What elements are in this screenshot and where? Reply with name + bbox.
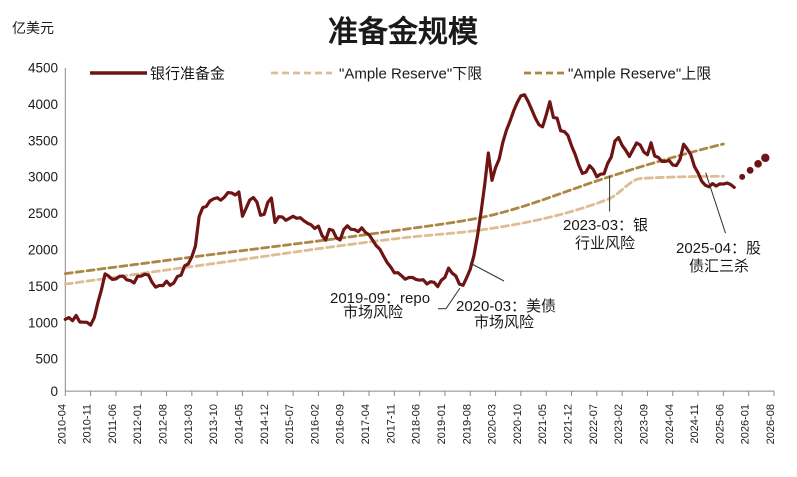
svg-text:2010-04: 2010-04 [56, 404, 68, 444]
svg-text:2018-06: 2018-06 [411, 404, 423, 444]
svg-text:2013-10: 2013-10 [208, 404, 220, 444]
svg-text:2021-12: 2021-12 [563, 404, 575, 444]
svg-text:2026-08: 2026-08 [765, 404, 777, 444]
svg-text:2012-01: 2012-01 [132, 404, 144, 444]
svg-text:1000: 1000 [28, 315, 58, 330]
svg-text:2023-03：银: 2023-03：银 [563, 217, 648, 234]
svg-text:2019-08: 2019-08 [461, 404, 473, 444]
svg-text:0: 0 [50, 384, 58, 399]
svg-text:2010-11: 2010-11 [82, 404, 94, 444]
svg-text:1500: 1500 [28, 279, 58, 294]
svg-text:2017-04: 2017-04 [360, 404, 372, 444]
svg-text:行业风险: 行业风险 [575, 235, 635, 252]
svg-text:2024-04: 2024-04 [664, 404, 676, 444]
svg-text:2022-07: 2022-07 [588, 404, 600, 444]
svg-text:市场风险: 市场风险 [474, 314, 534, 331]
svg-text:3000: 3000 [28, 170, 58, 185]
svg-text:2019-01: 2019-01 [436, 404, 448, 444]
svg-text:亿美元: 亿美元 [12, 20, 54, 36]
svg-text:2014-12: 2014-12 [259, 404, 271, 444]
svg-text:2017-11: 2017-11 [385, 404, 397, 444]
svg-text:2023-09: 2023-09 [638, 404, 650, 444]
svg-text:2024-11: 2024-11 [689, 404, 701, 444]
svg-text:债汇三杀: 债汇三杀 [689, 258, 749, 275]
svg-text:3500: 3500 [28, 133, 58, 148]
svg-text:2021-05: 2021-05 [537, 404, 549, 444]
svg-text:2016-09: 2016-09 [335, 404, 347, 444]
svg-text:市场风险: 市场风险 [343, 304, 403, 321]
svg-text:准备金规模: 准备金规模 [328, 15, 478, 49]
svg-text:2020-03: 2020-03 [487, 404, 499, 444]
svg-text:4500: 4500 [28, 61, 58, 76]
svg-text:"Ample Reserve"下限: "Ample Reserve"下限 [339, 66, 482, 83]
svg-text:2500: 2500 [28, 206, 58, 221]
svg-text:2016-02: 2016-02 [309, 404, 321, 444]
svg-text:2012-08: 2012-08 [158, 404, 170, 444]
svg-text:银行准备金: 银行准备金 [150, 66, 225, 83]
svg-text:2015-07: 2015-07 [284, 404, 296, 444]
svg-text:2026-01: 2026-01 [740, 404, 752, 444]
svg-text:2025-06: 2025-06 [714, 404, 726, 444]
svg-text:2023-02: 2023-02 [613, 404, 625, 444]
svg-text:2000: 2000 [28, 243, 58, 258]
svg-text:4000: 4000 [28, 97, 58, 112]
svg-text:2025-04：股: 2025-04：股 [676, 240, 761, 257]
svg-text:2013-03: 2013-03 [183, 404, 195, 444]
svg-text:2020-10: 2020-10 [512, 404, 524, 444]
svg-text:"Ample Reserve"上限: "Ample Reserve"上限 [568, 66, 711, 83]
svg-text:500: 500 [35, 352, 58, 367]
svg-text:2014-05: 2014-05 [233, 404, 245, 444]
svg-text:2011-06: 2011-06 [107, 404, 119, 444]
svg-text:2020-03：美债: 2020-03：美债 [456, 298, 556, 315]
